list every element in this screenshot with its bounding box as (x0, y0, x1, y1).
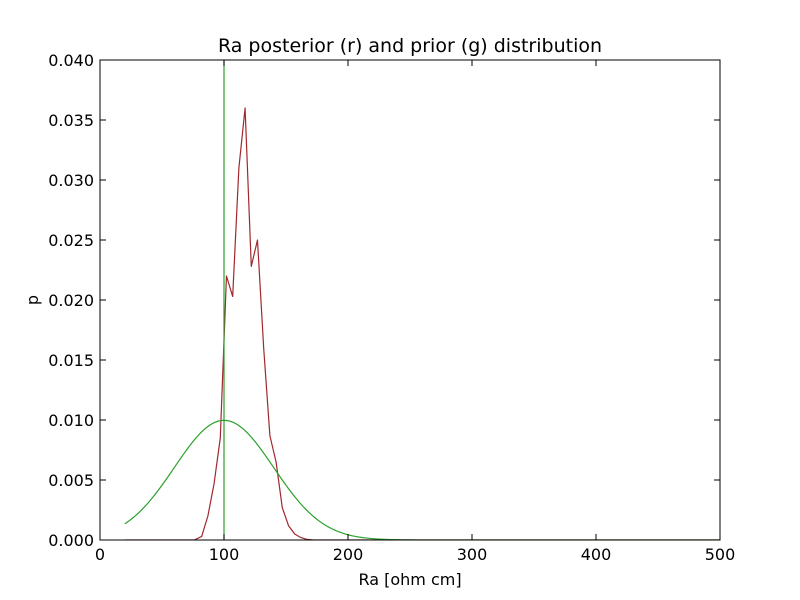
tick-marks-layer (99, 59, 721, 541)
axes-frame (99, 59, 721, 541)
y-tick-label: 0.020 (48, 291, 94, 310)
plot-series-layer (124, 60, 720, 540)
x-tick-label: 400 (581, 545, 612, 564)
y-tick-label: 0.015 (48, 351, 94, 370)
y-tick-label: 0.040 (48, 51, 94, 70)
y-tick-label: 0.025 (48, 231, 94, 250)
tick-labels-layer: 0 100 200 300 400 500 0.000 0.005 0.010 0.015 0.02… (48, 51, 735, 564)
x-tick-label: 200 (333, 545, 364, 564)
y-tick-label: 0.000 (48, 531, 94, 550)
y-tick-label: 0.030 (48, 171, 94, 190)
x-tick-label: 500 (705, 545, 736, 564)
y-tick-label: 0.005 (48, 471, 94, 490)
y-tick-label: 0.035 (48, 111, 94, 130)
x-tick-label: 100 (209, 545, 240, 564)
y-tick-label: 0.010 (48, 411, 94, 430)
posterior-series-line (124, 107, 720, 540)
x-axis-label: Ra [ohm cm] (358, 570, 461, 589)
x-tick-label: 0 (95, 545, 105, 564)
chart-title: Ra posterior (r) and prior (g) distribut… (218, 35, 602, 57)
x-tick-label: 300 (457, 545, 488, 564)
y-axis-label: p (23, 295, 42, 305)
